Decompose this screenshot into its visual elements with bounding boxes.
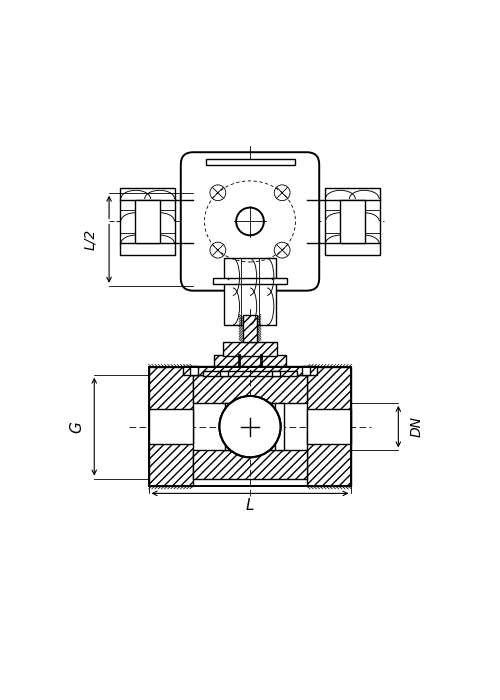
Bar	[148, 409, 193, 444]
Bar	[244, 396, 256, 426]
FancyBboxPatch shape	[181, 152, 319, 290]
Bar	[302, 366, 310, 375]
Bar	[340, 199, 364, 244]
Text: L/2: L/2	[84, 229, 98, 250]
Bar	[274, 403, 283, 450]
Bar	[190, 366, 198, 375]
Bar	[226, 403, 234, 450]
Bar	[223, 342, 277, 356]
Bar	[239, 356, 261, 366]
Bar	[120, 188, 175, 255]
Text: G: G	[70, 421, 84, 433]
Bar	[148, 368, 352, 486]
Text: L: L	[246, 498, 254, 513]
Bar	[307, 409, 352, 444]
Bar	[214, 355, 286, 366]
Bar	[307, 368, 352, 486]
Bar	[224, 258, 276, 326]
Bar	[220, 371, 228, 376]
Bar	[183, 366, 317, 375]
Bar	[148, 368, 193, 486]
Bar	[193, 450, 307, 479]
Bar	[203, 371, 297, 376]
Bar	[193, 374, 307, 403]
Circle shape	[220, 396, 280, 457]
Bar	[272, 371, 280, 376]
Bar	[325, 188, 380, 255]
Bar	[220, 420, 280, 433]
Bar	[242, 316, 258, 342]
Text: DN: DN	[410, 416, 424, 437]
Bar	[213, 279, 287, 284]
Bar	[206, 159, 294, 164]
Bar	[136, 199, 160, 244]
